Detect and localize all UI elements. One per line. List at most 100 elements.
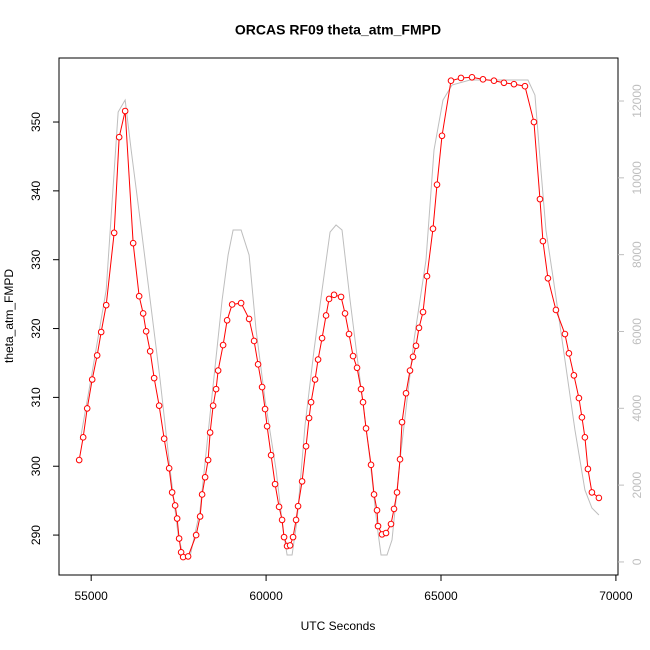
data-point	[75, 456, 83, 464]
data-point	[129, 239, 137, 247]
data-point	[578, 414, 586, 421]
data-point	[305, 414, 313, 422]
data-point	[228, 301, 236, 308]
data-point	[438, 132, 446, 140]
data-point	[245, 315, 253, 323]
data-point	[419, 308, 427, 316]
data-point	[314, 356, 322, 363]
data-point	[370, 491, 378, 498]
data-point	[278, 516, 286, 524]
data-point	[175, 535, 183, 542]
data-point	[479, 76, 487, 83]
data-point	[168, 489, 176, 496]
data-point	[250, 337, 258, 345]
data-point	[139, 310, 147, 317]
data-point	[209, 402, 217, 409]
data-point	[490, 77, 498, 85]
y2-tick-label: 6000	[630, 318, 644, 345]
data-point	[150, 374, 158, 382]
data-point	[575, 394, 583, 402]
y-tick-label: 290	[29, 525, 43, 545]
data-point	[468, 73, 476, 81]
data-point	[289, 533, 297, 541]
chart-title: ORCAS RF09 theta_atm_FMPD	[235, 22, 441, 38]
data-point	[552, 306, 560, 314]
data-point	[595, 494, 603, 502]
data-point	[349, 352, 357, 360]
data-point	[530, 118, 538, 126]
data-point	[286, 542, 294, 549]
data-point	[311, 376, 319, 383]
data-point	[155, 402, 163, 409]
data-point	[110, 229, 118, 237]
data-point	[447, 77, 455, 85]
data-point	[298, 478, 306, 485]
data-point	[212, 385, 220, 393]
series-line	[79, 79, 600, 557]
data-point	[160, 435, 168, 442]
data-point	[412, 342, 420, 350]
x-tick-label: 70000	[599, 589, 633, 603]
data-point	[396, 456, 404, 463]
data-point	[362, 425, 370, 432]
data-point	[357, 385, 365, 393]
y-axis-label: theta_atm_FMPD	[2, 269, 16, 363]
data-point	[584, 465, 592, 473]
data-point	[198, 491, 206, 498]
data-point	[565, 350, 573, 357]
data-point	[261, 405, 269, 413]
data-point	[206, 429, 214, 436]
y-tick-label: 310	[29, 387, 43, 407]
x-axis-label: UTC Seconds	[301, 619, 376, 633]
data-point	[367, 461, 375, 469]
data-point	[588, 489, 596, 496]
data-point	[271, 480, 279, 488]
data-point	[223, 316, 231, 324]
data-point	[415, 324, 423, 332]
data-point	[173, 515, 181, 522]
y-tick-label: 320	[29, 318, 43, 338]
data-point	[115, 133, 123, 141]
data-point	[337, 293, 345, 301]
data-point	[201, 473, 209, 481]
data-point	[214, 367, 222, 374]
data-point	[433, 181, 441, 188]
data-point	[93, 352, 101, 359]
x-tick-label: 65000	[424, 589, 458, 603]
data-point	[325, 295, 333, 303]
data-point	[142, 328, 150, 335]
data-point	[302, 442, 310, 450]
data-point	[409, 353, 417, 361]
data-point	[429, 225, 437, 233]
data-point	[510, 80, 518, 88]
data-point	[121, 107, 129, 115]
data-point	[544, 274, 552, 282]
y2-tick-label: 4000	[630, 395, 644, 422]
data-point	[88, 376, 96, 383]
data-point	[102, 301, 110, 309]
y-tick-label: 340	[29, 181, 43, 201]
y2-tick-label: 12000	[630, 84, 644, 118]
y-tick-label: 300	[29, 456, 43, 476]
data-point	[536, 195, 544, 203]
y2-tick-label: 8000	[630, 241, 644, 268]
data-point	[382, 529, 390, 537]
data-point	[171, 502, 179, 509]
data-point	[398, 418, 406, 426]
data-point	[275, 503, 283, 511]
data-point	[267, 451, 275, 459]
data-point	[570, 372, 578, 379]
data-point	[292, 516, 300, 524]
y2-tick-label: 0	[630, 558, 644, 565]
data-point	[457, 74, 465, 82]
data-point	[258, 383, 266, 391]
data-point	[353, 364, 361, 372]
y2-tick-label: 2000	[630, 471, 644, 498]
data-point	[204, 456, 212, 464]
y-tick-label: 330	[29, 249, 43, 269]
data-point	[219, 341, 227, 349]
data-point	[135, 292, 143, 300]
x-tick-label: 55000	[74, 589, 108, 603]
data-point	[280, 533, 288, 541]
